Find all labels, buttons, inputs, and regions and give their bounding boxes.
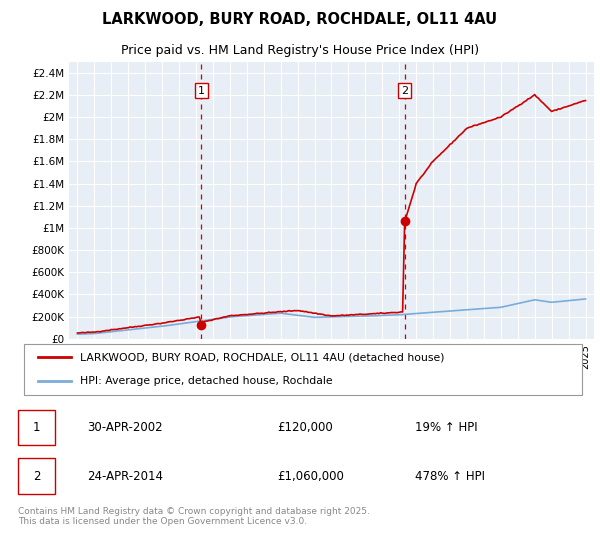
Text: 24-APR-2014: 24-APR-2014: [87, 469, 163, 483]
Text: 2: 2: [401, 86, 408, 96]
FancyBboxPatch shape: [18, 459, 55, 494]
Text: 1: 1: [198, 86, 205, 96]
Text: LARKWOOD, BURY ROAD, ROCHDALE, OL11 4AU (detached house): LARKWOOD, BURY ROAD, ROCHDALE, OL11 4AU …: [80, 352, 444, 362]
Text: 2: 2: [33, 469, 41, 483]
FancyBboxPatch shape: [18, 410, 55, 445]
FancyBboxPatch shape: [24, 344, 582, 395]
Text: 478% ↑ HPI: 478% ↑ HPI: [415, 469, 485, 483]
Text: 30-APR-2002: 30-APR-2002: [87, 421, 163, 434]
Text: Contains HM Land Registry data © Crown copyright and database right 2025.
This d: Contains HM Land Registry data © Crown c…: [18, 507, 370, 526]
Text: £1,060,000: £1,060,000: [277, 469, 344, 483]
Text: Price paid vs. HM Land Registry's House Price Index (HPI): Price paid vs. HM Land Registry's House …: [121, 44, 479, 57]
Text: 19% ↑ HPI: 19% ↑ HPI: [415, 421, 478, 434]
Text: £120,000: £120,000: [277, 421, 333, 434]
Text: LARKWOOD, BURY ROAD, ROCHDALE, OL11 4AU: LARKWOOD, BURY ROAD, ROCHDALE, OL11 4AU: [103, 12, 497, 27]
Text: 1: 1: [33, 421, 41, 434]
Text: HPI: Average price, detached house, Rochdale: HPI: Average price, detached house, Roch…: [80, 376, 332, 386]
